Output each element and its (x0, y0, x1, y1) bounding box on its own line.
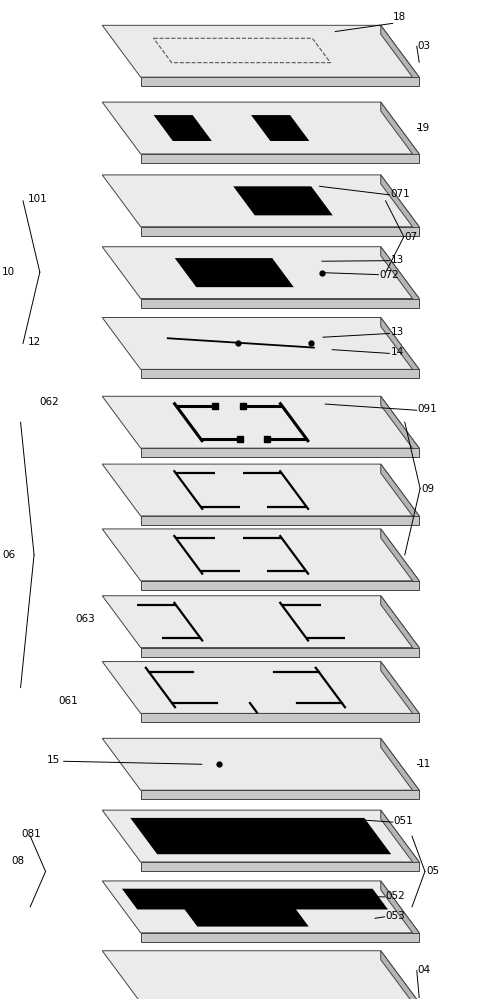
Text: 072: 072 (379, 270, 399, 280)
Polygon shape (381, 247, 419, 308)
Text: 10: 10 (1, 267, 14, 277)
Text: 15: 15 (47, 755, 60, 765)
Polygon shape (102, 25, 419, 77)
Polygon shape (141, 581, 419, 590)
Text: 081: 081 (22, 829, 42, 839)
Polygon shape (102, 881, 419, 933)
Text: 062: 062 (40, 397, 59, 407)
Polygon shape (381, 25, 419, 86)
Polygon shape (381, 464, 419, 525)
Polygon shape (381, 951, 419, 1000)
Polygon shape (141, 933, 419, 942)
Polygon shape (381, 596, 419, 657)
Text: 03: 03 (417, 41, 430, 51)
Text: 061: 061 (58, 696, 78, 706)
Text: 13: 13 (390, 255, 404, 265)
Polygon shape (130, 818, 391, 854)
Text: 063: 063 (76, 614, 96, 624)
Polygon shape (381, 738, 419, 799)
Polygon shape (102, 318, 419, 369)
Text: 08: 08 (11, 856, 24, 866)
Text: 09: 09 (421, 484, 434, 494)
Polygon shape (381, 810, 419, 871)
Text: 13: 13 (390, 327, 404, 337)
Polygon shape (381, 102, 419, 163)
Text: 18: 18 (393, 12, 407, 22)
Polygon shape (233, 186, 333, 215)
Text: 14: 14 (390, 347, 404, 357)
Polygon shape (141, 790, 419, 799)
Polygon shape (102, 247, 419, 299)
Polygon shape (141, 862, 419, 871)
Polygon shape (102, 810, 419, 862)
Text: 05: 05 (426, 866, 439, 876)
Text: 19: 19 (417, 123, 430, 133)
Polygon shape (141, 227, 419, 236)
Polygon shape (381, 175, 419, 236)
Polygon shape (102, 464, 419, 516)
Polygon shape (102, 738, 419, 790)
Polygon shape (141, 369, 419, 378)
Polygon shape (381, 881, 419, 942)
Polygon shape (102, 662, 419, 713)
Polygon shape (141, 648, 419, 657)
Text: 091: 091 (418, 404, 438, 414)
Polygon shape (381, 662, 419, 722)
Text: 06: 06 (2, 550, 15, 560)
Polygon shape (102, 102, 419, 154)
Text: 071: 071 (390, 189, 410, 199)
Polygon shape (141, 448, 419, 457)
Polygon shape (122, 889, 388, 909)
Polygon shape (102, 951, 419, 1000)
Text: 07: 07 (405, 232, 418, 242)
Polygon shape (102, 529, 419, 581)
Polygon shape (251, 115, 309, 141)
Text: 053: 053 (385, 911, 405, 921)
Polygon shape (183, 907, 309, 927)
Text: 101: 101 (28, 194, 47, 204)
Polygon shape (141, 516, 419, 525)
Polygon shape (141, 299, 419, 308)
Text: 12: 12 (28, 337, 41, 347)
Polygon shape (381, 396, 419, 457)
Polygon shape (141, 154, 419, 163)
Polygon shape (141, 77, 419, 86)
Polygon shape (102, 175, 419, 227)
Text: 11: 11 (418, 759, 431, 769)
Polygon shape (102, 396, 419, 448)
Text: 04: 04 (418, 965, 431, 975)
Text: 051: 051 (394, 816, 413, 826)
Polygon shape (141, 713, 419, 722)
Polygon shape (154, 115, 212, 141)
Text: 052: 052 (385, 891, 405, 901)
Polygon shape (381, 318, 419, 378)
Polygon shape (175, 258, 294, 287)
Polygon shape (102, 596, 419, 648)
Polygon shape (381, 529, 419, 590)
